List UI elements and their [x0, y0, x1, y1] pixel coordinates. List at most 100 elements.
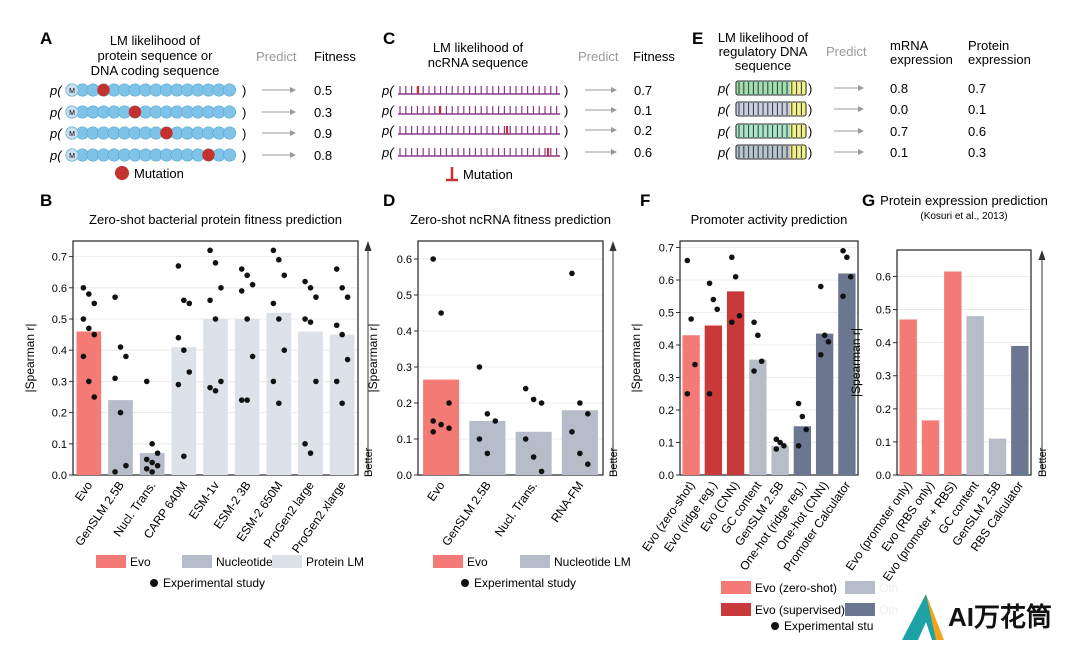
arrow-head	[858, 149, 864, 155]
panel-a: A LM likelihood of protein sequence or D…	[40, 29, 356, 181]
data-point	[795, 400, 802, 407]
data-point	[238, 266, 245, 272]
data-point	[484, 450, 491, 457]
y-tick-label: 0.3	[659, 373, 674, 385]
data-point	[476, 436, 483, 442]
arrow-head	[290, 130, 296, 136]
p-label: p(	[717, 124, 731, 139]
data-point	[149, 441, 155, 447]
data-point	[530, 396, 537, 403]
data-point	[149, 469, 155, 475]
bar	[815, 333, 834, 475]
y-tick-label: 0.2	[876, 404, 891, 416]
plot-frame	[679, 240, 859, 476]
data-point	[270, 247, 277, 254]
data-point	[117, 344, 124, 350]
data-point	[339, 400, 345, 407]
bar	[988, 438, 1007, 475]
data-point	[175, 381, 182, 388]
data-point	[207, 247, 213, 254]
dna-outline	[735, 80, 807, 96]
data-point	[758, 358, 765, 365]
legend-swatch	[182, 555, 212, 568]
better-arrow-head	[364, 241, 372, 251]
data-point	[438, 421, 444, 428]
data-point	[80, 316, 87, 322]
data-point	[276, 316, 282, 322]
y-tick-label: 0.6	[397, 254, 412, 266]
arrow-head	[858, 106, 864, 112]
p-close: )	[564, 83, 568, 98]
data-point	[302, 316, 308, 322]
data-point	[339, 331, 345, 338]
fitness-value: 0.6	[634, 145, 652, 160]
data-point	[313, 378, 319, 385]
y-tick-label: 0.7	[659, 243, 674, 255]
sequence-bead	[223, 105, 237, 119]
data-point	[818, 351, 824, 358]
legend-swatch	[845, 603, 875, 616]
arrow-head	[611, 107, 617, 113]
data-point	[781, 442, 787, 449]
data-point	[307, 450, 314, 456]
y-tick-label: 0.1	[876, 437, 891, 449]
dna-rbs-region	[790, 145, 806, 159]
mrna-value: 0.7	[890, 124, 908, 139]
legend-swatch	[96, 555, 126, 568]
bar	[203, 319, 228, 475]
p-close: )	[564, 103, 568, 118]
data-point	[818, 283, 824, 290]
panel-e-mrna-label-2: expression	[890, 52, 953, 67]
start-bead-label: M	[69, 88, 75, 95]
data-point	[339, 285, 345, 291]
panel-c-header-line2: ncRNA sequence	[428, 55, 528, 70]
panel-e-mrna-label-1: mRNA	[890, 38, 929, 53]
mrna-value: 0.8	[890, 81, 908, 96]
legend-swatch	[721, 603, 751, 616]
data-point	[307, 285, 314, 291]
data-point	[585, 461, 591, 468]
y-tick-label: 0.2	[397, 398, 412, 410]
data-point	[207, 384, 213, 391]
data-point	[186, 369, 193, 375]
dna-outline	[735, 101, 807, 117]
data-point	[270, 300, 277, 307]
panel-e-header-line2: regulatory DNA	[719, 44, 808, 59]
bar	[1011, 345, 1029, 475]
data-point	[307, 319, 314, 325]
chart-g: G Protein expression prediction (Kosuri et…	[843, 191, 1049, 584]
data-point	[333, 378, 340, 385]
p-close: )	[242, 148, 246, 163]
panel-a-letter: A	[40, 29, 52, 48]
fitness-value: 0.9	[314, 126, 332, 141]
data-point	[249, 353, 256, 360]
panel-c-predict-label: Predict	[578, 49, 619, 64]
data-point	[181, 347, 187, 354]
legend-label: Evo (supervised)	[755, 603, 845, 617]
sequence-bead	[223, 148, 237, 162]
y-axis-label: |Spearman r|	[629, 324, 643, 393]
data-point	[143, 378, 150, 385]
legend-swatch	[520, 555, 550, 568]
p-label: p(	[381, 83, 395, 98]
p-close: )	[808, 81, 812, 96]
data-point	[484, 411, 491, 417]
p-label: p(	[49, 105, 63, 120]
watermark-logo-accent	[926, 594, 944, 640]
data-point	[569, 270, 575, 277]
watermark: AI万花筒	[878, 582, 1080, 645]
y-tick-label: 0.5	[659, 308, 674, 320]
y-tick-label: 0.3	[876, 371, 891, 383]
data-point	[522, 385, 529, 392]
data-point	[238, 288, 245, 294]
data-point	[143, 465, 150, 472]
bar	[771, 445, 789, 475]
legend-label: Evo	[467, 555, 488, 569]
data-point	[585, 411, 591, 417]
data-point	[80, 353, 87, 360]
y-axis-label: |Spearman r|	[366, 324, 380, 393]
chart-f: F Promoter activity prediction 0.0 0.1 0.2 0.…	[629, 191, 898, 633]
mutation-legend-icon	[115, 166, 129, 180]
data-point	[333, 266, 340, 272]
legend-swatch	[272, 555, 302, 568]
